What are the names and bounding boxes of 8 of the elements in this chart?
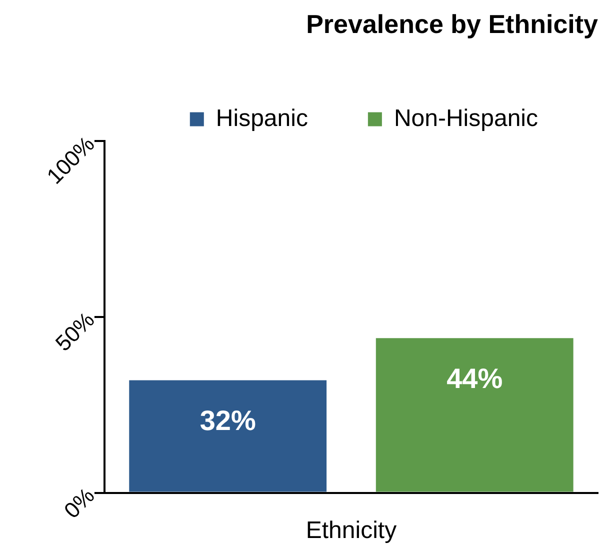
y-tick-label: 0% xyxy=(59,482,100,524)
legend-label: Non-Hispanic xyxy=(394,104,538,132)
chart-title: Prevalence by Ethnicity xyxy=(306,8,599,39)
y-tick-label: 50% xyxy=(50,307,100,356)
legend-label: Hispanic xyxy=(216,104,308,132)
data-label: 32% xyxy=(200,405,256,436)
x-axis-title: Ethnicity xyxy=(306,517,397,544)
data-label: 44% xyxy=(446,362,503,394)
